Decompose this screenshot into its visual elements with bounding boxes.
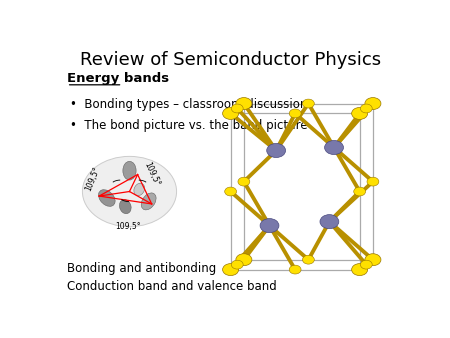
Text: Bonding and antibonding: Bonding and antibonding bbox=[67, 262, 216, 275]
Text: Energy bands: Energy bands bbox=[67, 72, 169, 85]
Circle shape bbox=[223, 107, 238, 119]
Text: •  Bonding types – classroom discussion: • Bonding types – classroom discussion bbox=[70, 98, 308, 111]
Circle shape bbox=[351, 107, 368, 119]
Ellipse shape bbox=[123, 161, 136, 180]
Text: Conduction band and valence band: Conduction band and valence band bbox=[67, 280, 276, 293]
Circle shape bbox=[302, 255, 314, 264]
Circle shape bbox=[365, 98, 381, 110]
Ellipse shape bbox=[119, 199, 131, 214]
Ellipse shape bbox=[141, 193, 156, 210]
Ellipse shape bbox=[99, 190, 115, 207]
Circle shape bbox=[360, 104, 372, 113]
Circle shape bbox=[267, 143, 286, 158]
Circle shape bbox=[289, 109, 301, 118]
Circle shape bbox=[367, 177, 379, 186]
Text: 109,5°: 109,5° bbox=[143, 160, 162, 187]
Circle shape bbox=[231, 260, 243, 269]
Text: 109,5°: 109,5° bbox=[115, 222, 140, 231]
Circle shape bbox=[260, 219, 279, 233]
Circle shape bbox=[223, 264, 238, 275]
Circle shape bbox=[365, 254, 381, 266]
Ellipse shape bbox=[134, 183, 144, 196]
Circle shape bbox=[238, 177, 250, 186]
Text: •  The bond picture vs. the band picture: • The bond picture vs. the band picture bbox=[70, 119, 308, 131]
Circle shape bbox=[236, 98, 252, 110]
Circle shape bbox=[289, 265, 301, 274]
Circle shape bbox=[302, 99, 314, 108]
Circle shape bbox=[231, 104, 243, 113]
Circle shape bbox=[324, 141, 343, 154]
Circle shape bbox=[225, 187, 237, 196]
Circle shape bbox=[360, 260, 372, 269]
Circle shape bbox=[320, 215, 339, 229]
Text: Review of Semiconductor Physics: Review of Semiconductor Physics bbox=[80, 51, 381, 69]
Circle shape bbox=[354, 187, 365, 196]
Text: 109,5°: 109,5° bbox=[84, 166, 102, 193]
Circle shape bbox=[351, 264, 368, 275]
Circle shape bbox=[82, 156, 176, 227]
Circle shape bbox=[236, 254, 252, 266]
